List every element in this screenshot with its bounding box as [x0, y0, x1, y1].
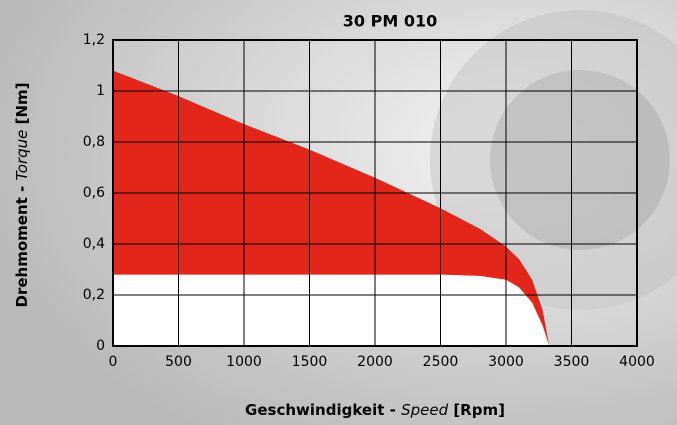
- x-tick-label: 3500: [554, 354, 590, 370]
- x-label-part: [Rpm]: [448, 401, 505, 419]
- y-tick-label: 0,6: [83, 185, 105, 201]
- x-tick-label: 1000: [226, 354, 262, 370]
- x-tick-label: 2500: [423, 354, 459, 370]
- chart: 30 PM 010 Geschwindigkeit - Speed [Rpm] …: [0, 0, 677, 425]
- y-tick-label: 0,2: [83, 287, 105, 303]
- x-tick-label: 1500: [292, 354, 328, 370]
- x-tick-label: 3000: [488, 354, 524, 370]
- y-tick-label: 0: [96, 338, 105, 354]
- y-tick-label: 0,4: [83, 236, 105, 252]
- x-tick-label: 2000: [357, 354, 393, 370]
- y-label-part: [Nm]: [13, 82, 31, 129]
- y-axis-label: Drehmoment - Torque [Nm]: [13, 82, 31, 307]
- x-label-part: Geschwindigkeit -: [245, 401, 401, 419]
- y-tick-label: 1,2: [83, 32, 105, 48]
- x-tick-label: 4000: [619, 354, 655, 370]
- y-label-part: Torque: [13, 130, 31, 181]
- y-tick-label: 0,8: [83, 134, 105, 150]
- chart-title: 30 PM 010: [343, 12, 437, 31]
- x-tick-label: 500: [165, 354, 192, 370]
- x-label-part: Speed: [401, 401, 449, 419]
- y-tick-label: 1: [96, 83, 105, 99]
- x-axis-label: Geschwindigkeit - Speed [Rpm]: [245, 401, 505, 419]
- y-label-part: Drehmoment -: [13, 181, 31, 308]
- x-tick-label: 0: [109, 354, 118, 370]
